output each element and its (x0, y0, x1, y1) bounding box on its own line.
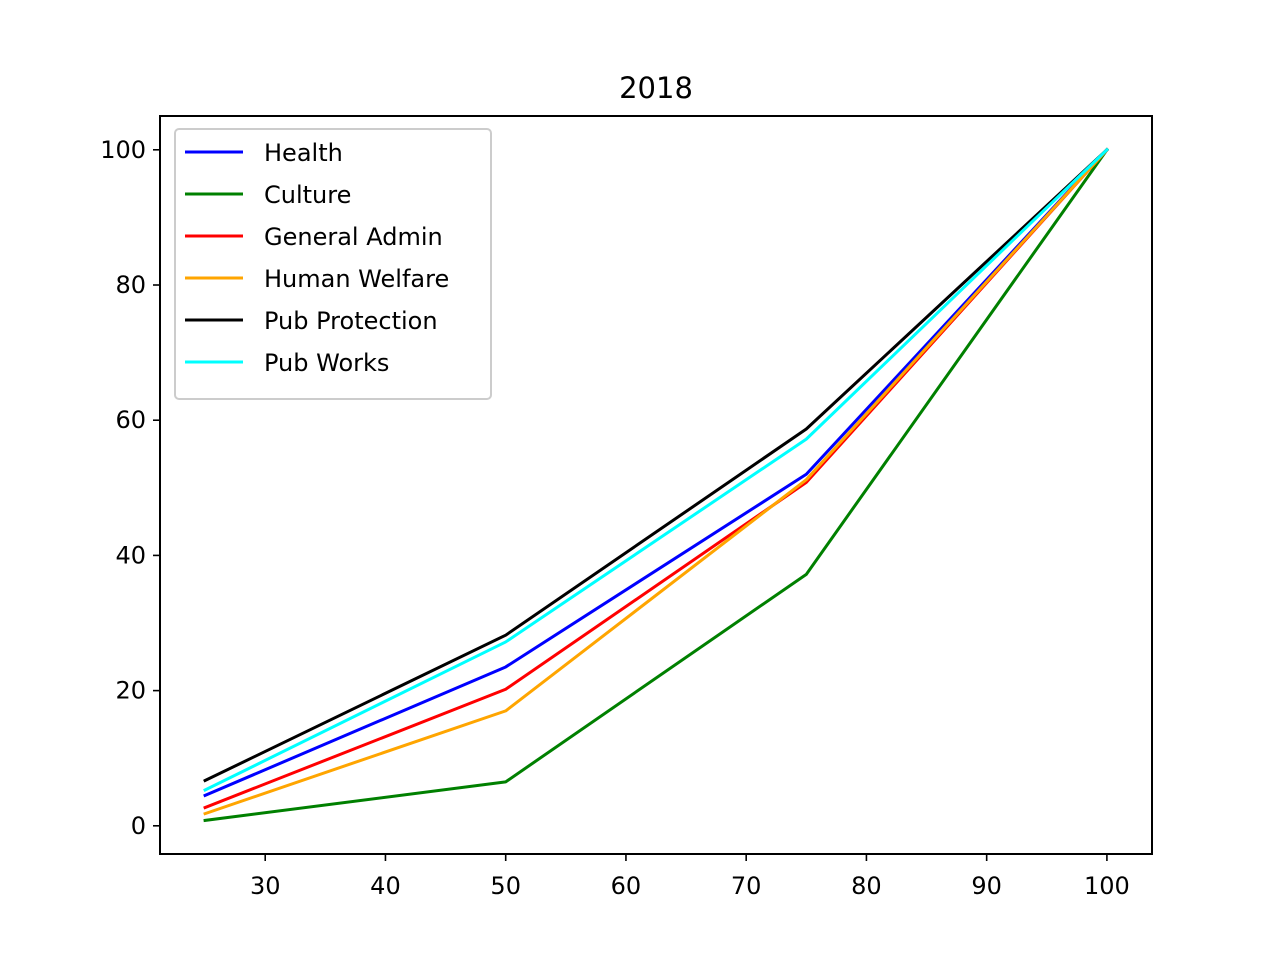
x-tick-label: 90 (971, 872, 1002, 900)
series-line-pub-protection (203, 147, 1110, 783)
x-tick-label: 40 (370, 872, 401, 900)
legend-label-general-admin: General Admin (264, 223, 443, 251)
legend-label-human-welfare: Human Welfare (264, 265, 449, 293)
series-line-health (203, 147, 1110, 798)
y-tick-label: 0 (131, 812, 146, 840)
y-tick-label: 40 (115, 541, 146, 569)
legend-label-culture: Culture (264, 181, 351, 209)
legend-box (174, 128, 492, 400)
x-tick-label: 80 (851, 872, 882, 900)
x-tick-label: 50 (490, 872, 521, 900)
legend-label-health: Health (264, 139, 343, 167)
y-tick-label: 60 (115, 406, 146, 434)
x-tick-label: 30 (250, 872, 281, 900)
y-tick-label: 100 (100, 136, 146, 164)
x-tick-label: 100 (1084, 872, 1130, 900)
legend-label-pub-protection: Pub Protection (264, 307, 438, 335)
series-line-human-welfare (203, 147, 1110, 816)
y-tick-label: 80 (115, 271, 146, 299)
axes-frame (159, 115, 1153, 855)
series-line-culture (203, 147, 1110, 823)
series-line-pub-works (203, 147, 1110, 792)
chart-title: 2018 (619, 71, 693, 105)
plot-area (203, 147, 1110, 823)
legend: Health Culture General Admin Human Welfare P… (174, 128, 492, 400)
x-tick-label: 70 (731, 872, 762, 900)
y-tick-label: 20 (115, 677, 146, 705)
x-tick-label: 60 (611, 872, 642, 900)
axes: 30 40 50 60 70 80 90 100 0 20 40 60 80 100 (100, 115, 1153, 900)
legend-label-pub-works: Pub Works (264, 349, 389, 377)
